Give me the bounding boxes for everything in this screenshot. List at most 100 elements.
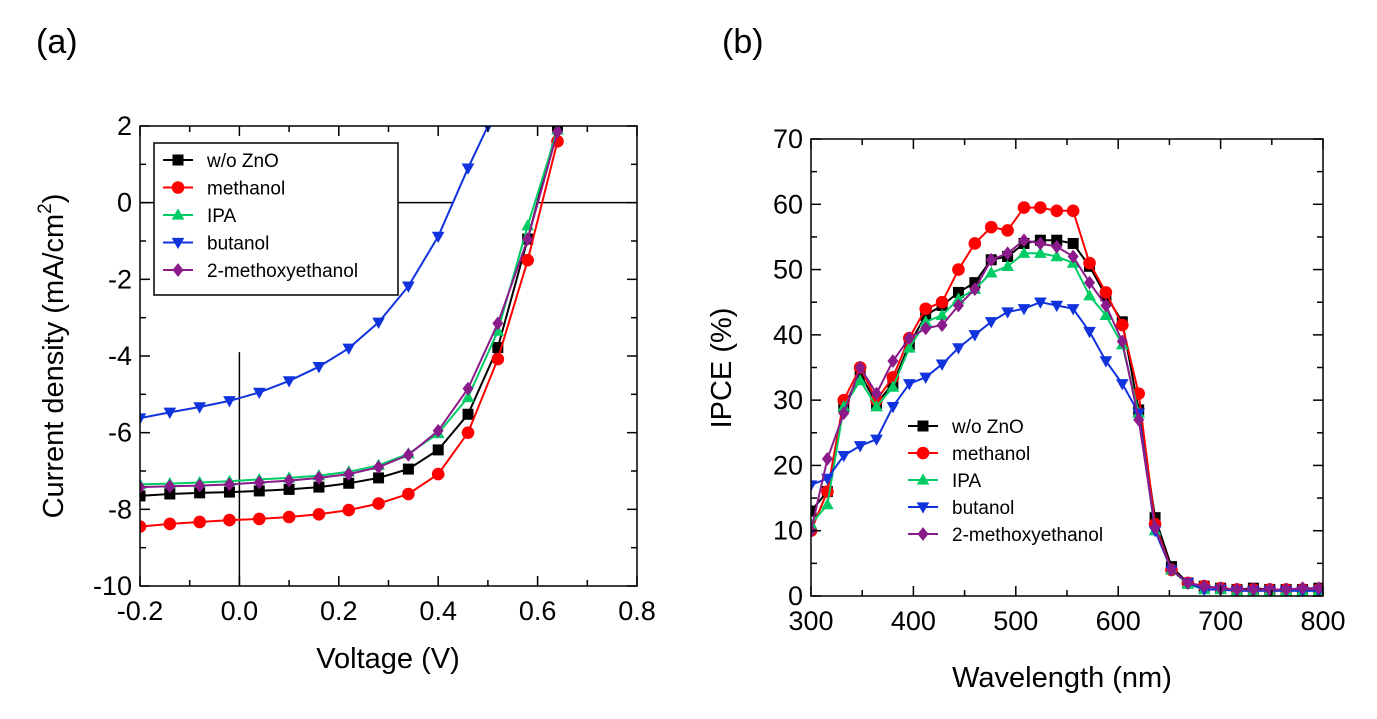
panel-b-point-2-methoxyethanol — [1198, 579, 1210, 594]
panel-b-point-2-methoxyethanol — [903, 331, 915, 345]
panel-b-legend: w/o ZnO methanol IPA butanol 2-methoxyethano… — [908, 417, 1103, 546]
panel-a-y-tick-label: 0 — [117, 188, 132, 218]
panel-b-legend-item-ipa: IPA — [908, 471, 982, 492]
panel-b-point-butanol — [1099, 356, 1113, 368]
panel-a-point-w-o-zno — [283, 483, 295, 495]
panel-a-axes: -0.2 0.0 0.2 0.4 0.6 0.8 -10 -8 -6 -4 -2 0 2 — [93, 111, 656, 626]
panel-b-point-w-o-zno — [811, 505, 817, 517]
panel-a-x-tick-label: 0.6 — [519, 596, 557, 626]
panel-b-point-ipa — [837, 400, 851, 412]
panel-b-point-2-methoxyethanol — [920, 321, 932, 336]
panel-a-point-butanol — [312, 362, 326, 374]
panel-a-point-butanol — [140, 413, 147, 425]
panel-b-point-butanol — [984, 317, 998, 329]
panel-a-point-2-methoxyethanol — [462, 381, 474, 396]
panel-b-point-2-methoxyethanol — [1067, 249, 1079, 264]
panel-b-point-butanol — [1001, 307, 1014, 319]
panel-b-point-methanol — [968, 237, 982, 250]
panel-a-point-butanol — [223, 396, 236, 408]
panel-a-point-butanol — [431, 231, 445, 243]
panel-b-y-tick-label: 20 — [773, 450, 803, 480]
panel-a-legend-label: methanol — [207, 179, 285, 200]
panel-b-point-butanol — [952, 343, 965, 355]
panel-b-point-2-methoxyethanol — [871, 386, 883, 401]
panel-b-point-ipa — [1050, 249, 1064, 262]
panel-a-point-w-o-zno — [432, 444, 444, 456]
panel-b-point-ipa — [853, 373, 867, 386]
panel-a-point-2-methoxyethanol — [402, 448, 414, 462]
panel-a-point-methanol — [461, 426, 475, 439]
panel-a-point-w-o-zno — [223, 486, 235, 498]
panel-a-point-methanol — [223, 513, 236, 527]
panel-a-y-tick-label: -8 — [108, 494, 132, 524]
panel-b-y-tick-label: 10 — [773, 516, 803, 546]
panel-a-point-w-o-zno — [373, 472, 385, 484]
panel-a-legend-label: 2-methoxyethanol — [207, 261, 358, 282]
panel-b-line-butanol — [811, 301, 1319, 592]
panel-b-point-2-methoxyethanol — [1313, 581, 1323, 596]
panel-b-label: (b) — [722, 23, 764, 61]
panel-a-point-2-methoxyethanol — [343, 467, 355, 481]
panel-b-point-butanol — [811, 480, 818, 492]
panel-a-legend: w/o ZnO methanol IPA butanol 2-methoxyethano… — [153, 142, 399, 296]
panel-a-legend-item-w-o-zno: w/o ZnO — [163, 151, 279, 172]
panel-a-y-axis-title-end: ) — [38, 194, 70, 204]
panel-a-point-2-methoxyethanol — [373, 460, 385, 475]
panel-a-point-w-o-zno — [253, 485, 265, 497]
panel-b-point-methanol — [935, 295, 949, 309]
panel-b-legend-marker — [916, 446, 930, 460]
panel-b-point-butanol — [1115, 379, 1129, 391]
panel-b-legend-marker — [916, 502, 930, 514]
panel-b-point-methanol — [952, 263, 965, 276]
panel-a-point-methanol — [252, 512, 266, 526]
panel-b-point-butanol — [1034, 297, 1047, 309]
panel-a-legend-marker — [171, 237, 185, 250]
panel-a-point-butanol — [282, 376, 296, 388]
panel-b-legend-label: w/o ZnO — [951, 417, 1024, 438]
panel-b-legend-marker — [916, 473, 930, 485]
panel-a-x-tick-label: 0.8 — [618, 596, 656, 626]
panel-a-point-methanol — [431, 467, 445, 481]
panel-a-point-methanol — [491, 352, 505, 366]
panel-b-series-2-methoxyethanol — [811, 233, 1323, 596]
panel-a-point-w-o-zno — [313, 481, 325, 493]
panel-a-point-2-methoxyethanol — [313, 471, 325, 485]
panel-b-y-tick-label: 40 — [773, 320, 803, 350]
panel-b-plot-area — [811, 201, 1323, 596]
panel-b-point-butanol — [968, 330, 982, 342]
panel-b-point-w-o-zno — [1067, 237, 1079, 249]
panel-b-point-2-methoxyethanol — [969, 282, 981, 297]
panel-a-x-tick-label: 0.4 — [419, 596, 457, 626]
panel-b-point-2-methoxyethanol — [1247, 582, 1259, 596]
panel-a-legend-item-2-methoxyethanol: 2-methoxyethanol — [163, 261, 358, 282]
panel-b-point-2-methoxyethanol — [1116, 334, 1128, 349]
panel-a-point-butanol — [342, 343, 356, 355]
panel-b-point-methanol — [1083, 256, 1096, 270]
panel-b-point-butanol — [1017, 304, 1031, 316]
panel-b-point-butanol — [886, 401, 900, 414]
panel-a-point-butanol — [402, 281, 415, 293]
panel-b-point-methanol — [1001, 224, 1014, 237]
panel-a-legend-label: butanol — [207, 234, 269, 255]
panel-b-legend-item-methanol: methanol — [908, 444, 1030, 465]
panel-a-label: (a) — [36, 23, 78, 61]
panel-b-point-ipa — [1083, 289, 1096, 301]
panel-b-point-methanol — [984, 220, 998, 234]
panel-b-y-axis-title: IPCE (%) — [706, 308, 738, 429]
panel-a-point-butanol — [163, 407, 177, 419]
panel-b-legend-item-2-methoxyethanol: 2-methoxyethanol — [908, 525, 1103, 546]
panel-b-point-2-methoxyethanol — [936, 318, 948, 332]
panel-b-point-ipa — [870, 400, 883, 412]
panel-b-point-2-methoxyethanol — [952, 298, 964, 313]
panel-a-point-2-methoxyethanol — [551, 126, 563, 139]
panel-a-y-axis-title: Current density (mA/cm2) — [35, 194, 70, 519]
panel-a-y-tick-label: -10 — [93, 571, 132, 601]
panel-b-point-ipa — [984, 266, 998, 278]
panel-b-series-butanol — [811, 297, 1323, 596]
panel-b-point-butanol — [853, 441, 867, 453]
panel-a-point-methanol — [521, 253, 534, 267]
panel-b-point-butanol — [935, 359, 949, 371]
panel-a-point-methanol — [282, 510, 296, 524]
panel-a-legend-marker — [171, 208, 185, 220]
panel-b-point-methanol — [821, 485, 834, 498]
